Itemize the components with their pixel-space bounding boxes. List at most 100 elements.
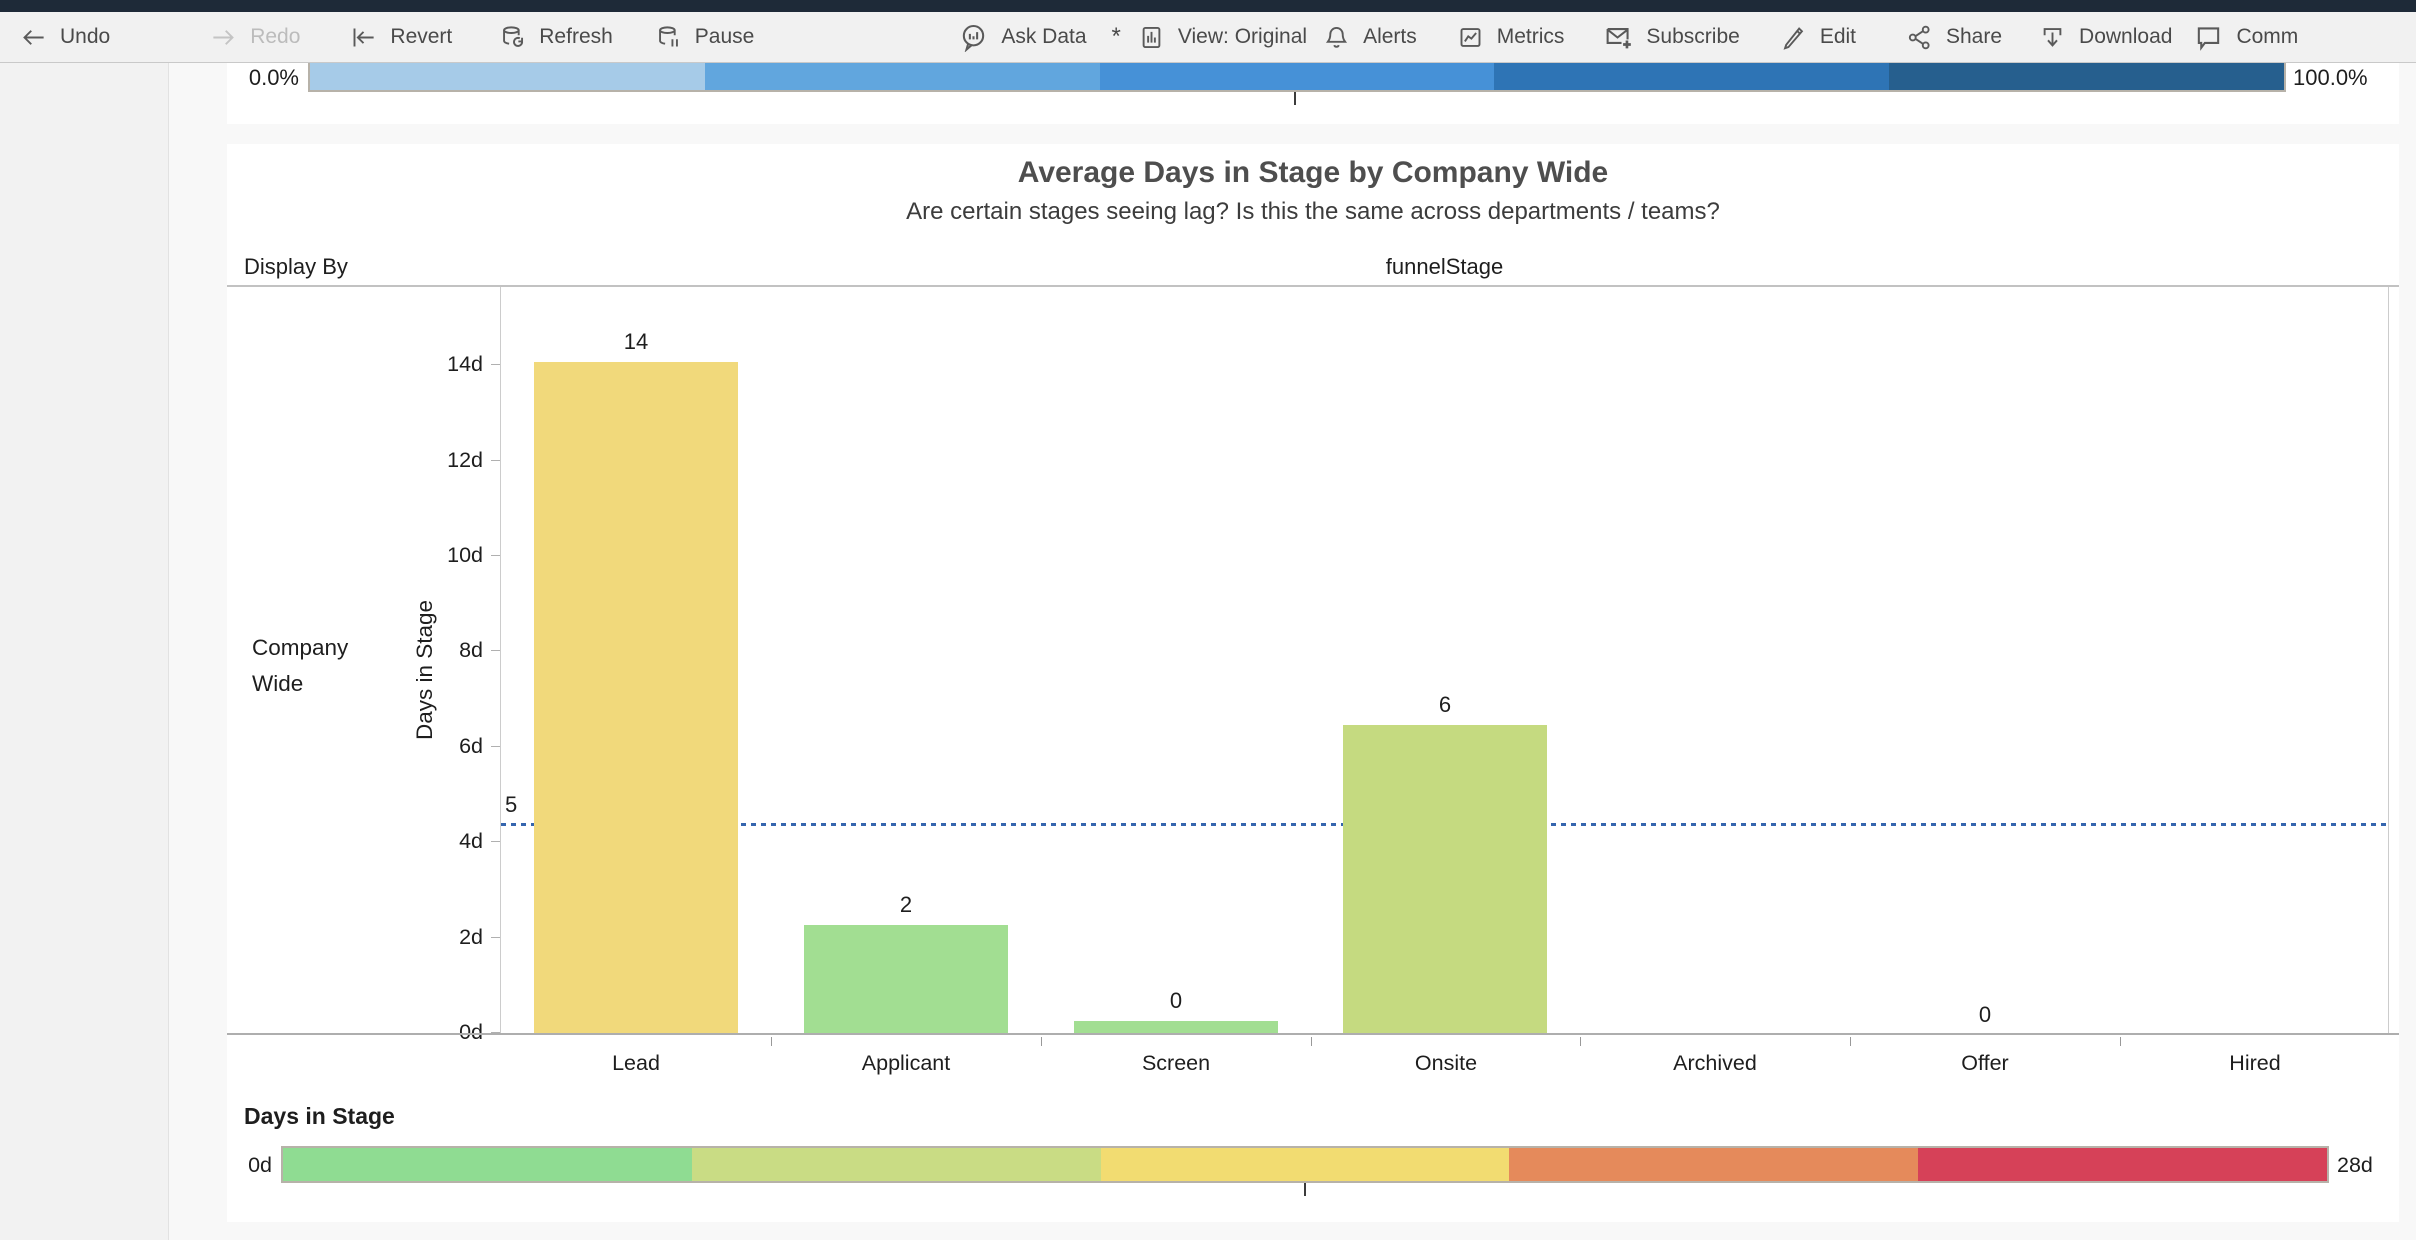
pause-button[interactable]: Pause [655, 24, 754, 51]
y-axis-tick-label: 12d [447, 448, 483, 472]
y-axis-tick-label: 0d [459, 1020, 483, 1044]
ask-data-label: Ask Data [1001, 25, 1087, 48]
share-icon [1908, 25, 1930, 49]
y-axis-tick [491, 937, 500, 938]
y-axis-tick [491, 746, 500, 747]
bar-applicant[interactable] [804, 925, 1008, 1035]
revert-label: Revert [390, 25, 453, 48]
metrics-button[interactable]: Metrics [1457, 24, 1565, 51]
legend-color-segment-2 [1099, 63, 1495, 90]
bar-value-label: 2 [899, 892, 913, 917]
bar-onsite[interactable] [1343, 725, 1547, 1035]
download-button[interactable]: Download [2039, 24, 2172, 51]
y-axis-tick [491, 460, 500, 461]
ask-data-button[interactable]: Ask Data [959, 23, 1087, 52]
y-axis-tick-label: 10d [447, 543, 483, 567]
bar-value-label: 14 [623, 329, 649, 354]
chart-title: Average Days in Stage by Company Wide [1017, 156, 1609, 189]
left-gutter [0, 63, 169, 1240]
legend-color-segment-3 [1509, 1148, 1919, 1181]
pause-updates-icon [658, 25, 678, 46]
color-legend-min-label: 0d [248, 1153, 272, 1177]
x-axis-line [227, 1033, 2399, 1035]
legend-color-segment-4 [1889, 63, 2284, 90]
y-axis-tick-label: 14d [447, 352, 483, 376]
y-axis-tick [491, 841, 500, 842]
view-modified-indicator: * [1111, 23, 1121, 50]
color-legend-title: Days in Stage [244, 1103, 395, 1129]
revert-icon [353, 28, 375, 46]
percent-legend-min-label: 0.0% [248, 65, 299, 90]
column-boundary-tick [2120, 1037, 2121, 1046]
legend-color-segment-0 [283, 1148, 692, 1181]
y-axis-tick-label: 2d [459, 925, 483, 949]
revert-button[interactable]: Revert [350, 24, 452, 51]
download-label: Download [2079, 25, 2173, 48]
view-original-button[interactable]: * View: Original [1112, 23, 1308, 51]
y-axis-tick [491, 650, 500, 651]
comments-button[interactable]: Comm [2194, 23, 2298, 52]
chart-subtitle: Are certain stages seeing lag? Is this t… [906, 198, 1720, 225]
view-icon [1142, 26, 1161, 48]
y-axis-tick [491, 555, 500, 556]
legend-color-segment-0 [310, 63, 705, 90]
alerts-button[interactable]: Alerts [1323, 24, 1417, 51]
row-label: Company Wide [252, 635, 349, 696]
column-boundary-tick [1311, 1037, 1312, 1046]
y-axis-tick [491, 364, 500, 365]
column-field-header: funnelStage [1385, 254, 1504, 279]
redo-arrow-icon [213, 29, 235, 45]
legend-color-segment-1 [704, 63, 1100, 90]
plot-area: 5 0d 2d 4d 6d 8d 10d 12d 14d 14 Lead 2 Applicant 0 Scr… [447, 287, 2390, 1075]
legend-color-segment-2 [1100, 1148, 1510, 1181]
comments-label: Comm [2236, 25, 2299, 48]
category-label-offer: Offer [1961, 1051, 2009, 1075]
category-label-onsite: Onsite [1414, 1051, 1478, 1075]
alerts-label: Alerts [1363, 25, 1417, 48]
color-legend-max-label: 28d [2337, 1153, 2373, 1177]
redo-label: Redo [250, 25, 301, 48]
browser-chrome-strip [0, 0, 2416, 12]
share-button[interactable]: Share [1906, 24, 2002, 51]
share-label: Share [1946, 25, 2003, 48]
bell-icon [1325, 26, 1348, 48]
percent-legend-max-label: 100.0% [2293, 65, 2368, 90]
percent-legend-gradient-bar [308, 63, 2286, 92]
toolbar: Undo Redo Revert Refresh Pause Ask Data … [0, 12, 2416, 63]
category-label-lead: Lead [612, 1051, 660, 1075]
color-legend-gradient-bar [281, 1146, 2329, 1183]
subscribe-label: Subscribe [1646, 25, 1740, 48]
category-label-applicant: Applicant [861, 1051, 951, 1075]
y-axis-tick-label: 6d [459, 734, 483, 758]
category-label-hired: Hired [2229, 1051, 2281, 1075]
y-axis-tick-label: 4d [459, 829, 483, 853]
percent-legend-center-tick [1294, 92, 1296, 105]
legend-color-segment-4 [1918, 1148, 2327, 1181]
subscribe-button[interactable]: Subscribe [1604, 23, 1740, 52]
redo-button[interactable]: Redo [210, 24, 300, 51]
edit-pencil-icon [1783, 26, 1804, 50]
legend-color-segment-1 [691, 1148, 1101, 1181]
column-boundary-tick [1580, 1037, 1581, 1046]
bar-screen[interactable] [1074, 1021, 1278, 1035]
refresh-button[interactable]: Refresh [499, 24, 613, 51]
legend-color-segment-3 [1494, 63, 1890, 90]
y-axis-tick-label: 8d [459, 638, 483, 662]
display-by-label: Display By [244, 254, 348, 279]
bar-lead[interactable] [534, 362, 738, 1035]
column-boundary-tick [1850, 1037, 1851, 1046]
bar-value-label: 6 [1438, 692, 1452, 717]
undo-button[interactable]: Undo [20, 24, 110, 51]
subscribe-envelope-icon [1607, 27, 1632, 48]
metrics-label: Metrics [1496, 25, 1565, 48]
column-boundary-tick [1041, 1037, 1042, 1046]
metrics-icon [1460, 27, 1481, 47]
comments-bubble-icon [2198, 26, 2220, 51]
bar-value-label: 0 [1978, 1002, 1992, 1027]
edit-label: Edit [1819, 25, 1856, 48]
category-label-screen: Screen [1141, 1051, 1211, 1075]
chart-card: Average Days in Stage by Company Wide Ar… [227, 144, 2399, 1222]
download-icon [2043, 27, 2062, 47]
edit-button[interactable]: Edit [1780, 24, 1856, 51]
undo-label: Undo [60, 25, 111, 48]
